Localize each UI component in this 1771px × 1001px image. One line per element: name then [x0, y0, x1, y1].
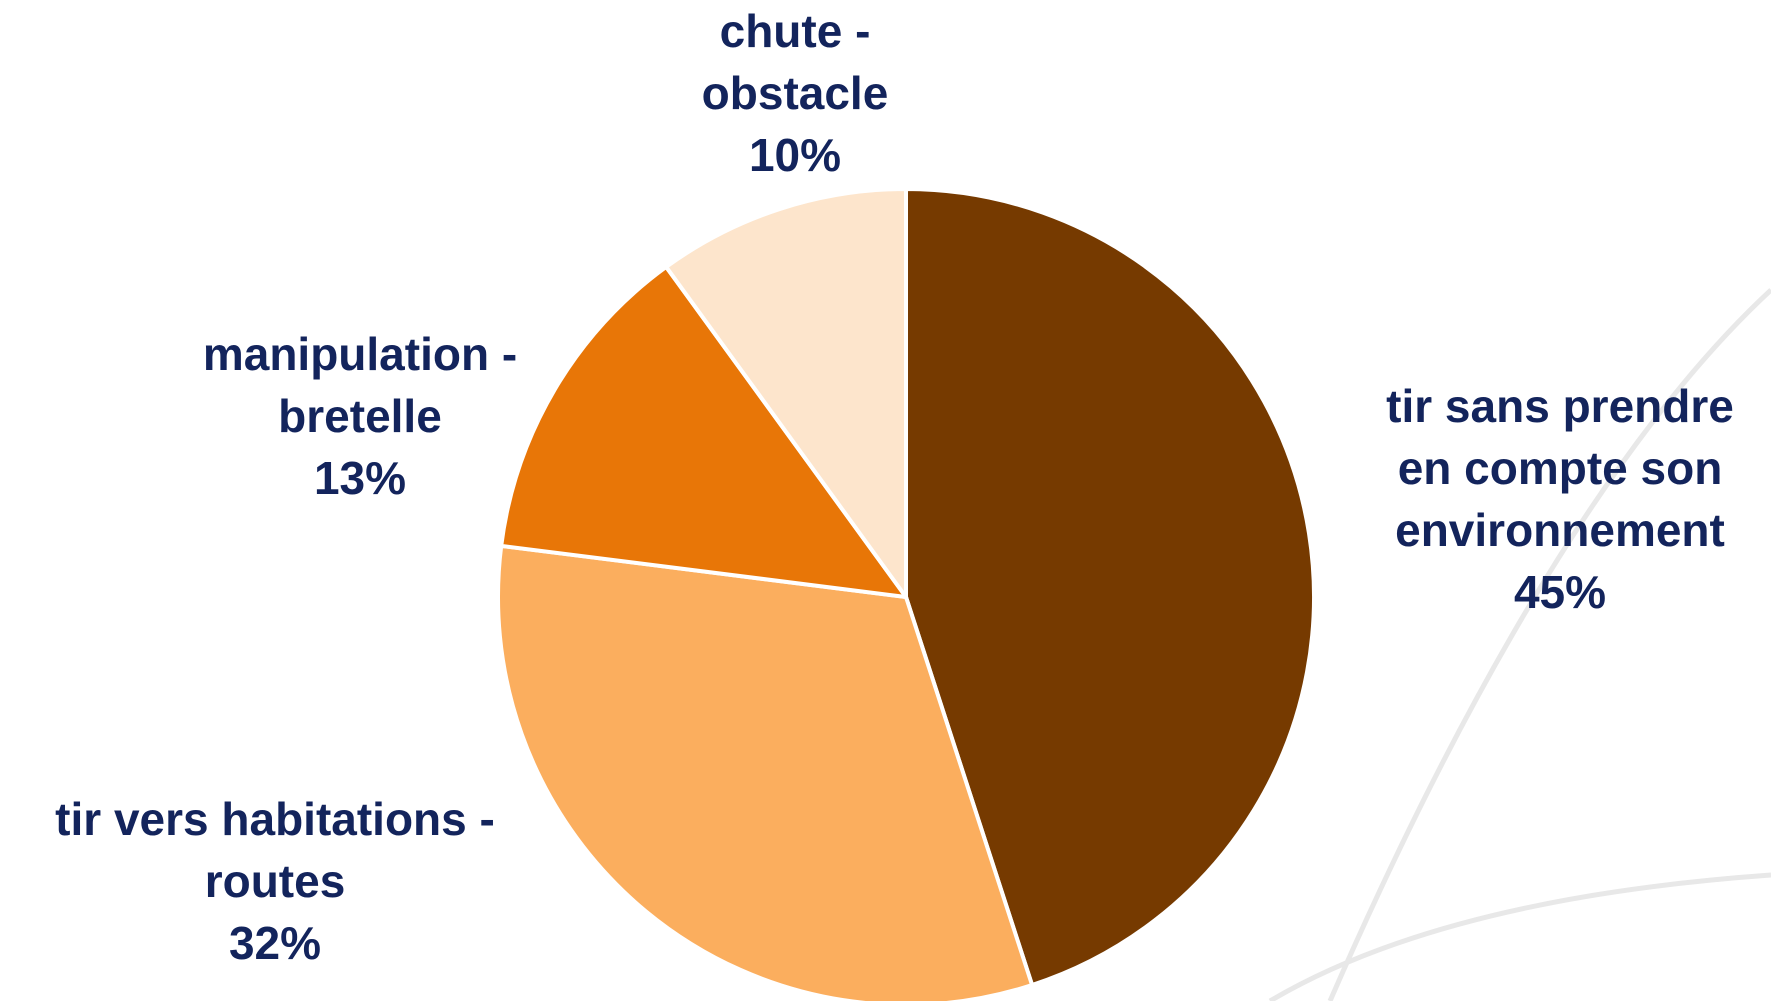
value-label: 32%: [20, 912, 530, 974]
label-line: tir sans prendre: [1340, 375, 1771, 437]
slice-label-tir-vers-habitations: tir vers habitations - routes 32%: [20, 788, 530, 974]
label-line: environnement: [1340, 499, 1771, 561]
background-curve: [1270, 875, 1771, 1001]
label-line: en compte son: [1340, 437, 1771, 499]
value-label: 10%: [600, 124, 990, 186]
value-label: 45%: [1340, 561, 1771, 623]
label-line: obstacle: [600, 62, 990, 124]
label-line: bretelle: [160, 385, 560, 447]
label-line: tir vers habitations -: [20, 788, 530, 850]
slice-label-tir-sans-prendre: tir sans prendre en compte son environne…: [1340, 375, 1771, 623]
label-line: routes: [20, 850, 530, 912]
pie-slices: [498, 189, 1314, 1001]
value-label: 13%: [160, 447, 560, 509]
slice-label-chute: chute - obstacle 10%: [600, 0, 990, 186]
label-line: chute -: [600, 0, 990, 62]
label-line: manipulation -: [160, 323, 560, 385]
slice-label-manipulation: manipulation - bretelle 13%: [160, 323, 560, 509]
